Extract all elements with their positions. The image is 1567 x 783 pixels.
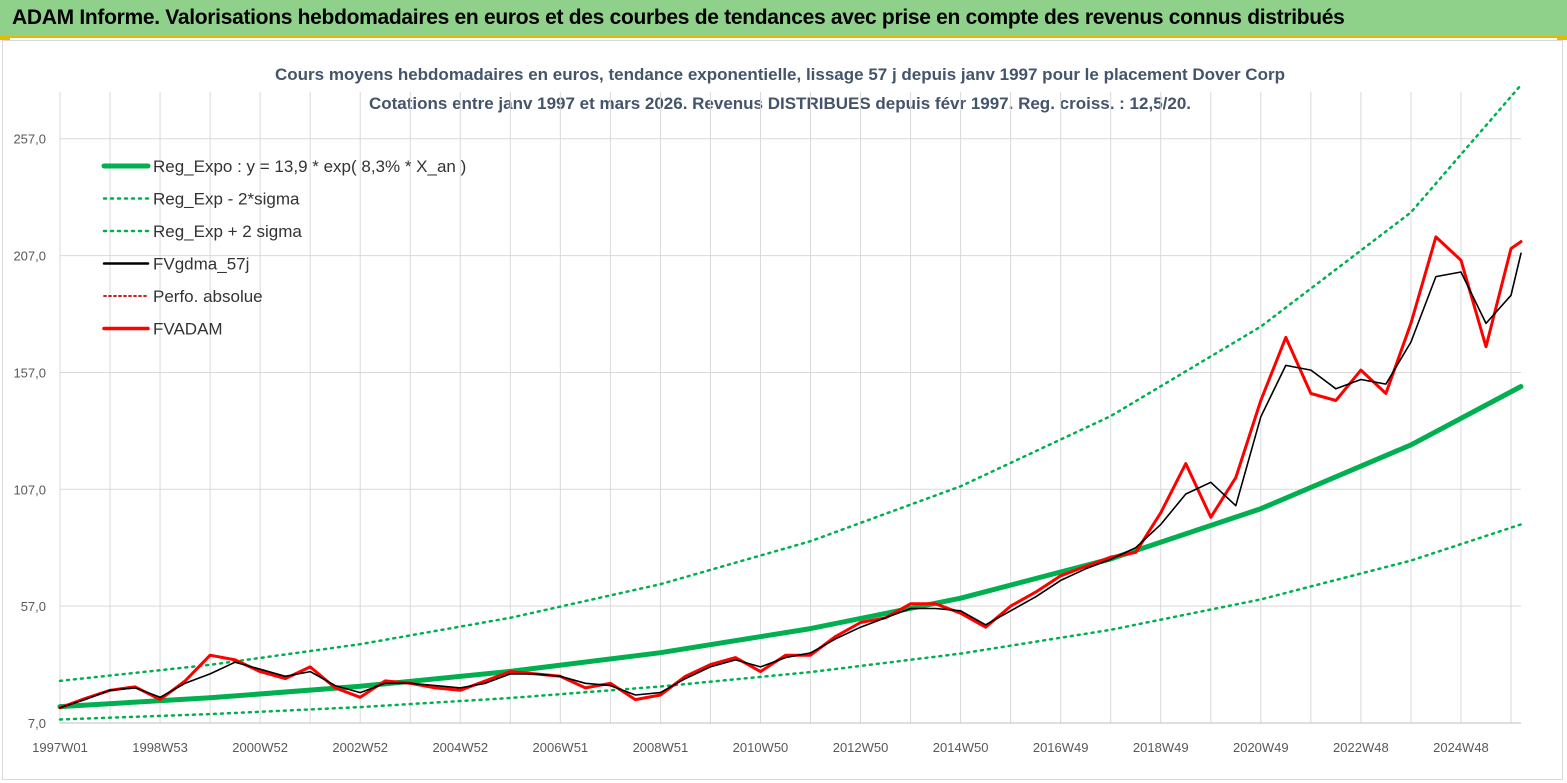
- x-tick-label: 2010W50: [733, 740, 789, 755]
- series-line: [59, 252, 1522, 709]
- x-tick-label: 2004W52: [432, 740, 488, 755]
- series-line: [58, 235, 1523, 710]
- y-tick-label: 57,0: [21, 599, 46, 614]
- x-tick-label: 2012W50: [833, 740, 889, 755]
- x-tick-label: 2024W48: [1433, 740, 1489, 755]
- banner-title: ADAM Informe. Valorisations hebdomadaire…: [12, 6, 1345, 29]
- series-line: [58, 83, 1523, 683]
- chart-title: Cours moyens hebdomadaires en euros, ten…: [275, 65, 1285, 84]
- chart-frame: [2, 40, 1563, 780]
- axes: 7,0 57,0 107,0 157,0 207,0 257,0 1997W01 1998W5…: [13, 132, 1521, 755]
- legend: Reg_Expo : y = 13,9 * exp( 8,3% * X_an )…: [101, 157, 466, 339]
- banner-corner-right: [1557, 36, 1567, 40]
- legend-label: Reg_Exp - 2*sigma: [153, 190, 300, 209]
- legend-label: Reg_Expo : y = 13,9 * exp( 8,3% * X_an ): [153, 157, 466, 176]
- x-tick-label: 2018W49: [1133, 740, 1189, 755]
- y-tick-label: 7,0: [28, 716, 46, 731]
- title-banner: ADAM Informe. Valorisations hebdomadaire…: [0, 0, 1567, 38]
- y-tick-label: 107,0: [13, 482, 46, 497]
- legend-label: FVADAM: [153, 320, 223, 339]
- x-tick-label: 2022W48: [1333, 740, 1389, 755]
- x-tick-label: 2016W49: [1033, 740, 1089, 755]
- x-tick-label: 2014W50: [933, 740, 989, 755]
- y-tick-label: 157,0: [13, 365, 46, 380]
- banner-corner-left: [0, 36, 10, 40]
- chart-subtitle: Cotations entre janv 1997 et mars 2026. …: [369, 94, 1191, 113]
- x-tick-label: 1997W01: [32, 740, 88, 755]
- x-tick-label: 2008W51: [633, 740, 689, 755]
- x-tick-label: 1998W53: [132, 740, 188, 755]
- series-line: [57, 384, 1524, 710]
- series: [57, 83, 1524, 721]
- x-tick-label: 2000W52: [232, 740, 288, 755]
- legend-label: FVgdma_57j: [153, 255, 249, 274]
- grid: [59, 92, 1521, 724]
- legend-label: Perfo. absolue: [153, 287, 263, 306]
- y-tick-label: 257,0: [13, 132, 46, 147]
- y-tick-label: 207,0: [13, 249, 46, 264]
- legend-label: Reg_Exp + 2 sigma: [153, 222, 302, 241]
- x-tick-label: 2002W52: [332, 740, 388, 755]
- series-line: [58, 523, 1523, 721]
- x-tick-label: 2006W51: [533, 740, 589, 755]
- x-tick-label: 2020W49: [1233, 740, 1289, 755]
